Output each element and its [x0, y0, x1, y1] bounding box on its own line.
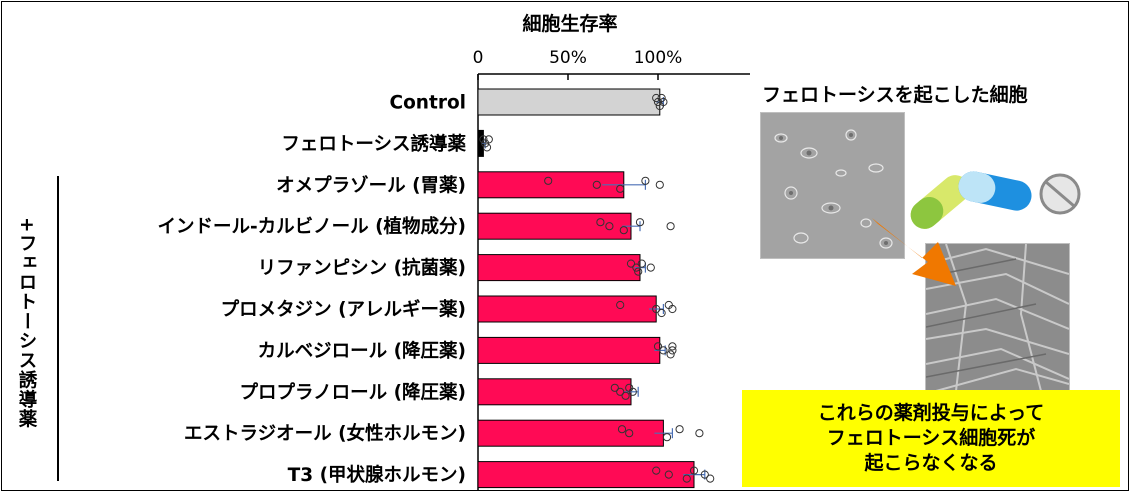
data-point: [635, 218, 645, 227]
data-point: [596, 218, 605, 227]
category-label: プロプラノロール (降圧薬): [240, 381, 466, 403]
bar-3: [477, 212, 632, 240]
protected-cells-photo: [925, 243, 1070, 392]
data-point: [634, 267, 643, 276]
data-point: [664, 470, 673, 479]
data-point: [484, 135, 493, 144]
category-label: T3 (甲状腺ホルモン): [288, 464, 466, 486]
data-point: [655, 180, 664, 189]
data-point: [653, 342, 663, 351]
x-tick-label: 0: [473, 48, 484, 68]
category-label: Control: [390, 93, 466, 114]
ferroptosis-cells-caption: フェロトーシスを起こした細胞: [762, 84, 1028, 106]
data-point: [662, 433, 672, 442]
bar-5: [477, 295, 657, 323]
data-point: [479, 135, 488, 144]
data-point: [659, 97, 668, 107]
bar-4: [477, 254, 641, 282]
data-point: [482, 143, 492, 152]
bar-7: [477, 378, 632, 406]
bar-2: [477, 171, 625, 199]
data-point: [657, 93, 666, 103]
category-label: インドール-カルビノール (植物成分): [157, 216, 466, 238]
category-label: オメプラゾール (胃薬): [276, 174, 466, 196]
data-point: [695, 429, 704, 438]
data-point: [605, 222, 614, 231]
data-point: [632, 263, 641, 272]
group-label-text: +フェロトーシス誘導薬: [16, 216, 37, 429]
category-label: リファンピシン (抗菌薬): [258, 257, 466, 279]
data-point: [668, 346, 677, 355]
data-point: [625, 429, 634, 438]
data-point: [700, 470, 709, 479]
data-point: [706, 474, 715, 483]
bar-9: [477, 461, 695, 489]
category-label: プロメタジン (アレルギー薬): [221, 299, 466, 321]
data-point: [682, 474, 691, 483]
data-point: [652, 466, 661, 475]
data-point: [610, 383, 619, 392]
group-bracket-line: [57, 176, 59, 481]
data-point: [657, 308, 666, 318]
chart-title: 細胞生存率: [522, 12, 617, 35]
data-point: [626, 259, 636, 268]
data-point: [616, 300, 625, 310]
category-label: エストラジオール (女性ホルモン): [184, 423, 466, 445]
data-point: [666, 222, 675, 231]
effect-line-3: 起こらなくなる: [864, 452, 998, 474]
data-point: [616, 387, 625, 396]
data-point: [659, 346, 668, 355]
data-point: [666, 350, 675, 359]
data-point: [646, 263, 655, 272]
drug-decoration: [872, 171, 1081, 286]
x-tick-label: 50%: [549, 48, 587, 68]
x-tick-label: 100%: [634, 48, 683, 68]
data-point: [668, 342, 677, 351]
tablet-icon: [1039, 173, 1081, 215]
category-label: フェロトーシス誘導薬: [281, 133, 466, 155]
category-label: カルベジロール (降圧薬): [258, 340, 466, 362]
sparse-cells-texture: [761, 113, 904, 258]
effect-line-1: これらの薬剤投与によって: [817, 402, 1045, 424]
data-point: [641, 176, 650, 185]
data-point: [628, 387, 637, 396]
data-point: [544, 176, 553, 185]
data-point: [619, 226, 628, 235]
effect-message-box: これらの薬剤投与によって フェロトーシス細胞死が 起こらなくなる: [742, 390, 1120, 487]
dense-cells-texture: [926, 244, 1069, 391]
data-point: [668, 304, 677, 314]
bar-0: [477, 88, 661, 116]
treatment-group-label: +フェロトーシス誘導薬: [6, 175, 46, 470]
data-point: [652, 93, 661, 103]
arrow-icon: [872, 218, 956, 286]
data-point: [592, 180, 601, 189]
bar-8: [477, 419, 664, 447]
data-point: [616, 184, 625, 193]
bar-6: [477, 336, 661, 364]
green-capsule-icon: [910, 175, 970, 229]
data-point: [617, 425, 627, 434]
data-point: [675, 425, 684, 434]
data-point: [689, 466, 699, 475]
data-point: [621, 391, 630, 400]
data-point: [637, 259, 646, 268]
effect-line-2: フェロトーシス細胞死が: [826, 427, 1036, 449]
ferroptotic-cells-photo: [760, 112, 905, 259]
data-point: [652, 304, 661, 314]
blue-capsule-icon: [958, 171, 1032, 211]
